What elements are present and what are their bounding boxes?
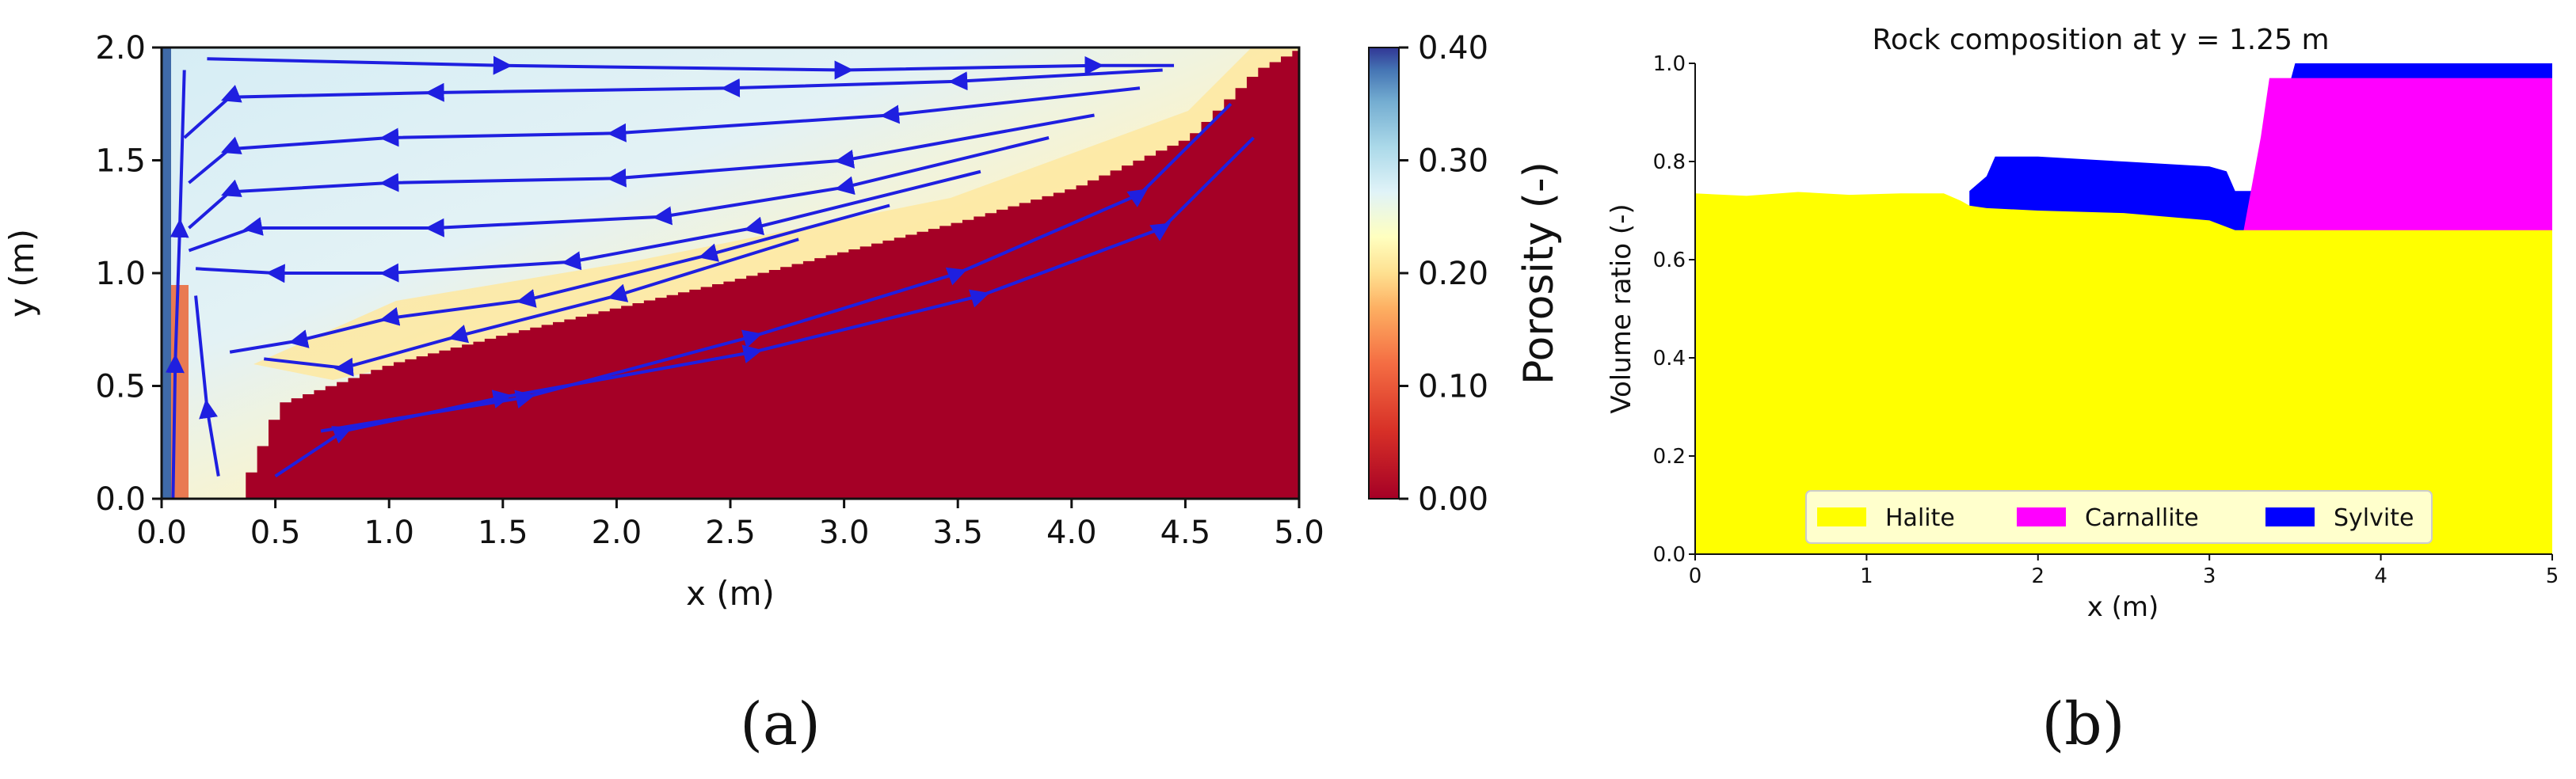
x-tick-label: 2.5 — [705, 515, 756, 551]
colorbar-ticks: 0.00 0.10 0.20 0.30 0.40 — [1399, 30, 1488, 518]
x-axis-label-a: x (m) — [686, 574, 775, 613]
legend-label-sylvite: Sylvite — [2334, 504, 2414, 532]
legend-swatch-sylvite — [2265, 507, 2315, 526]
axis-b: 0 1 2 3 4 5 0.0 0.2 0.4 0.6 0.8 1.0 — [1653, 52, 2559, 588]
x-axis-label-b: x (m) — [2087, 591, 2159, 623]
x-tick-label: 5.0 — [1274, 515, 1324, 551]
y-tick-label-b: 0.2 — [1653, 445, 1686, 469]
streamline — [183, 68, 1163, 139]
legend-swatch-halite — [1817, 507, 1866, 526]
legend-label-halite: Halite — [1885, 504, 1955, 532]
y-tick-label-b: 0.0 — [1653, 543, 1686, 567]
x-tick-label: 3.5 — [932, 515, 983, 551]
colorbar-label: Porosity (-) — [1515, 162, 1563, 385]
colorbar-tick-label: 0.10 — [1418, 369, 1488, 405]
x-tick-label: 0.0 — [136, 515, 187, 551]
legend-label-carnallite: Carnallite — [2085, 504, 2199, 532]
x-tick-label-b: 4 — [2374, 564, 2387, 588]
x-tick-label: 1.0 — [364, 515, 414, 551]
colorbar-tick-label: 0.20 — [1418, 256, 1488, 292]
panel-b: Rock composition at y = 1.25 m 0 1 2 3 4 5 0.0… — [1606, 24, 2559, 758]
legend-swatch-carnallite — [2017, 507, 2066, 526]
stacked-areas — [1695, 63, 2552, 554]
x-tick-label: 3.0 — [819, 515, 870, 551]
legend-box — [1805, 490, 2433, 544]
panel-label-b: (b) — [2041, 690, 2124, 758]
y-tick-label-b: 0.6 — [1653, 249, 1686, 272]
y-tick-label: 1.0 — [95, 256, 146, 292]
streamlines — [165, 55, 1255, 499]
x-tick-label: 4.0 — [1046, 515, 1097, 551]
inlet-wall — [162, 48, 171, 499]
x-tick-label-b: 3 — [2203, 564, 2216, 588]
heatmap-area — [162, 48, 1299, 499]
y-tick-label-b: 0.4 — [1653, 347, 1686, 370]
x-tick-label: 0.5 — [250, 515, 301, 551]
x-tick-label-b: 0 — [1689, 564, 1702, 588]
area-halite — [1695, 192, 2552, 554]
panel-label-a: (a) — [740, 690, 821, 758]
colorbar-tick-label: 0.30 — [1418, 143, 1488, 180]
y-axis-label-b: Volume ratio (-) — [1606, 203, 1637, 413]
x-tick-label: 1.5 — [478, 515, 528, 551]
x-tick-label: 2.0 — [592, 515, 642, 551]
x-tick-label-b: 2 — [2032, 564, 2045, 588]
colorbar-tick-label: 0.00 — [1418, 481, 1488, 518]
y-tick-label-b: 0.8 — [1653, 150, 1686, 174]
streamline — [194, 295, 220, 477]
panel-a: 0.0 0.5 1.0 1.5 2.0 2.5 3.0 3.5 4.0 4.5 5.0 0.0 0.5 1… — [2, 30, 1563, 758]
y-axis-label-a: y (m) — [2, 229, 41, 317]
axis-a: 0.0 0.5 1.0 1.5 2.0 2.5 3.0 3.5 4.0 4.5 5.0 0.0 0.5 1… — [95, 30, 1324, 551]
x-tick-label: 4.5 — [1160, 515, 1211, 551]
y-tick-label: 0.0 — [95, 481, 146, 518]
y-tick-label: 0.5 — [95, 369, 146, 405]
legend: Halite Carnallite Sylvite — [1805, 490, 2433, 544]
y-tick-label: 1.5 — [95, 143, 146, 180]
streamline — [207, 55, 1175, 80]
y-tick-label-b: 1.0 — [1653, 52, 1686, 76]
streamline — [320, 102, 1233, 433]
x-tick-label-b: 5 — [2546, 564, 2559, 588]
colorbar — [1368, 47, 1400, 500]
colorbar-tick-label: 0.40 — [1418, 30, 1488, 66]
y-tick-label: 2.0 — [95, 30, 146, 66]
x-tick-label-b: 1 — [1860, 564, 1873, 588]
streamline — [165, 70, 189, 499]
chart-title-b: Rock composition at y = 1.25 m — [1872, 24, 2329, 56]
